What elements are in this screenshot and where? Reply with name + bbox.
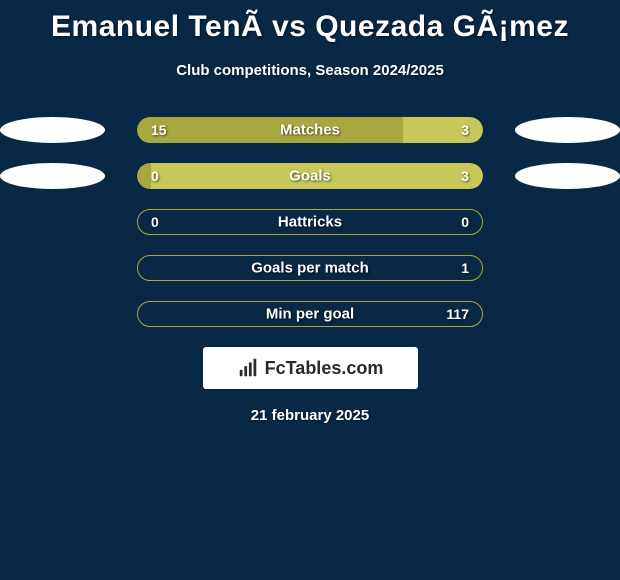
stat-row: Min per goal 117	[0, 301, 620, 327]
stat-bar: Min per goal 117	[137, 301, 483, 327]
subtitle: Club competitions, Season 2024/2025	[0, 62, 620, 79]
stat-value-right: 0	[461, 214, 469, 230]
stat-label: Matches	[280, 122, 340, 139]
spacer	[0, 209, 105, 235]
bar-left-segment	[137, 117, 403, 143]
spacer	[0, 255, 105, 281]
stat-value-left: 15	[151, 122, 167, 138]
stat-label: Goals per match	[251, 260, 369, 277]
stat-row: Goals 0 3	[0, 163, 620, 189]
footer-date: 21 february 2025	[0, 407, 620, 424]
stat-label: Min per goal	[266, 306, 354, 323]
stat-bar: Goals per match 1	[137, 255, 483, 281]
page-title: Emanuel TenÃ vs Quezada GÃ¡mez	[0, 10, 620, 44]
comparison-infographic: Emanuel TenÃ vs Quezada GÃ¡mez Club comp…	[0, 0, 620, 424]
chart-icon	[237, 357, 259, 379]
stat-value-left: 0	[151, 168, 159, 184]
stats-area: Matches 15 3 Goals 0 3 Hattricks 0 0 Goals per ma…	[0, 117, 620, 327]
stat-value-left: 0	[151, 214, 159, 230]
stat-row: Hattricks 0 0	[0, 209, 620, 235]
stat-bar: Matches 15 3	[137, 117, 483, 143]
stat-value-right: 3	[461, 122, 469, 138]
stat-value-right: 1	[461, 260, 469, 276]
spacer	[515, 301, 620, 327]
stat-row: Goals per match 1	[0, 255, 620, 281]
player-left-badge	[0, 117, 105, 143]
spacer	[515, 209, 620, 235]
player-left-badge	[0, 163, 105, 189]
stat-value-right: 117	[446, 306, 469, 322]
logo-box[interactable]: FcTables.com	[203, 347, 418, 389]
stat-label: Hattricks	[278, 214, 342, 231]
stat-bar: Goals 0 3	[137, 163, 483, 189]
stat-row: Matches 15 3	[0, 117, 620, 143]
bar-left-segment	[137, 163, 151, 189]
stat-value-right: 3	[461, 168, 469, 184]
spacer	[515, 255, 620, 281]
logo-text: FcTables.com	[265, 358, 384, 379]
bar-right-segment	[403, 117, 483, 143]
stat-bar: Hattricks 0 0	[137, 209, 483, 235]
stat-label: Goals	[289, 168, 331, 185]
spacer	[0, 301, 105, 327]
player-right-badge	[515, 163, 620, 189]
player-right-badge	[515, 117, 620, 143]
